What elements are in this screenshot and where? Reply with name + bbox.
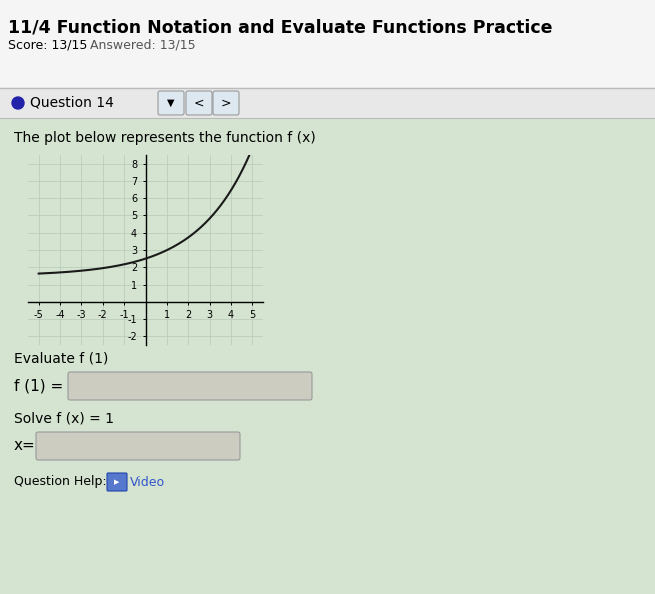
- Text: Evaluate f (1): Evaluate f (1): [14, 352, 108, 366]
- FancyBboxPatch shape: [158, 91, 184, 115]
- FancyBboxPatch shape: [107, 473, 127, 491]
- Text: Question 14: Question 14: [30, 96, 114, 110]
- FancyBboxPatch shape: [36, 432, 240, 460]
- Text: ▶: ▶: [115, 479, 120, 485]
- FancyBboxPatch shape: [213, 91, 239, 115]
- Text: Answered: 13/15: Answered: 13/15: [90, 38, 196, 51]
- Text: Video: Video: [130, 476, 165, 488]
- Text: Score: 13/15: Score: 13/15: [8, 38, 87, 51]
- Text: ▼: ▼: [167, 98, 175, 108]
- Text: The plot below represents the function f (x): The plot below represents the function f…: [14, 131, 316, 145]
- Bar: [0, 88, 655, 118]
- Text: Question Help:: Question Help:: [14, 476, 107, 488]
- Circle shape: [12, 97, 24, 109]
- FancyBboxPatch shape: [186, 91, 212, 115]
- Bar: [0, 118, 655, 594]
- Text: 11/4 Function Notation and Evaluate Functions Practice: 11/4 Function Notation and Evaluate Func…: [8, 18, 553, 36]
- Text: <: <: [194, 96, 204, 109]
- Text: Solve f (x) = 1: Solve f (x) = 1: [14, 412, 114, 426]
- Bar: [0, 0, 655, 88]
- Text: f (1) =: f (1) =: [14, 378, 64, 393]
- Text: x=: x=: [14, 438, 36, 453]
- Text: >: >: [221, 96, 231, 109]
- FancyBboxPatch shape: [68, 372, 312, 400]
